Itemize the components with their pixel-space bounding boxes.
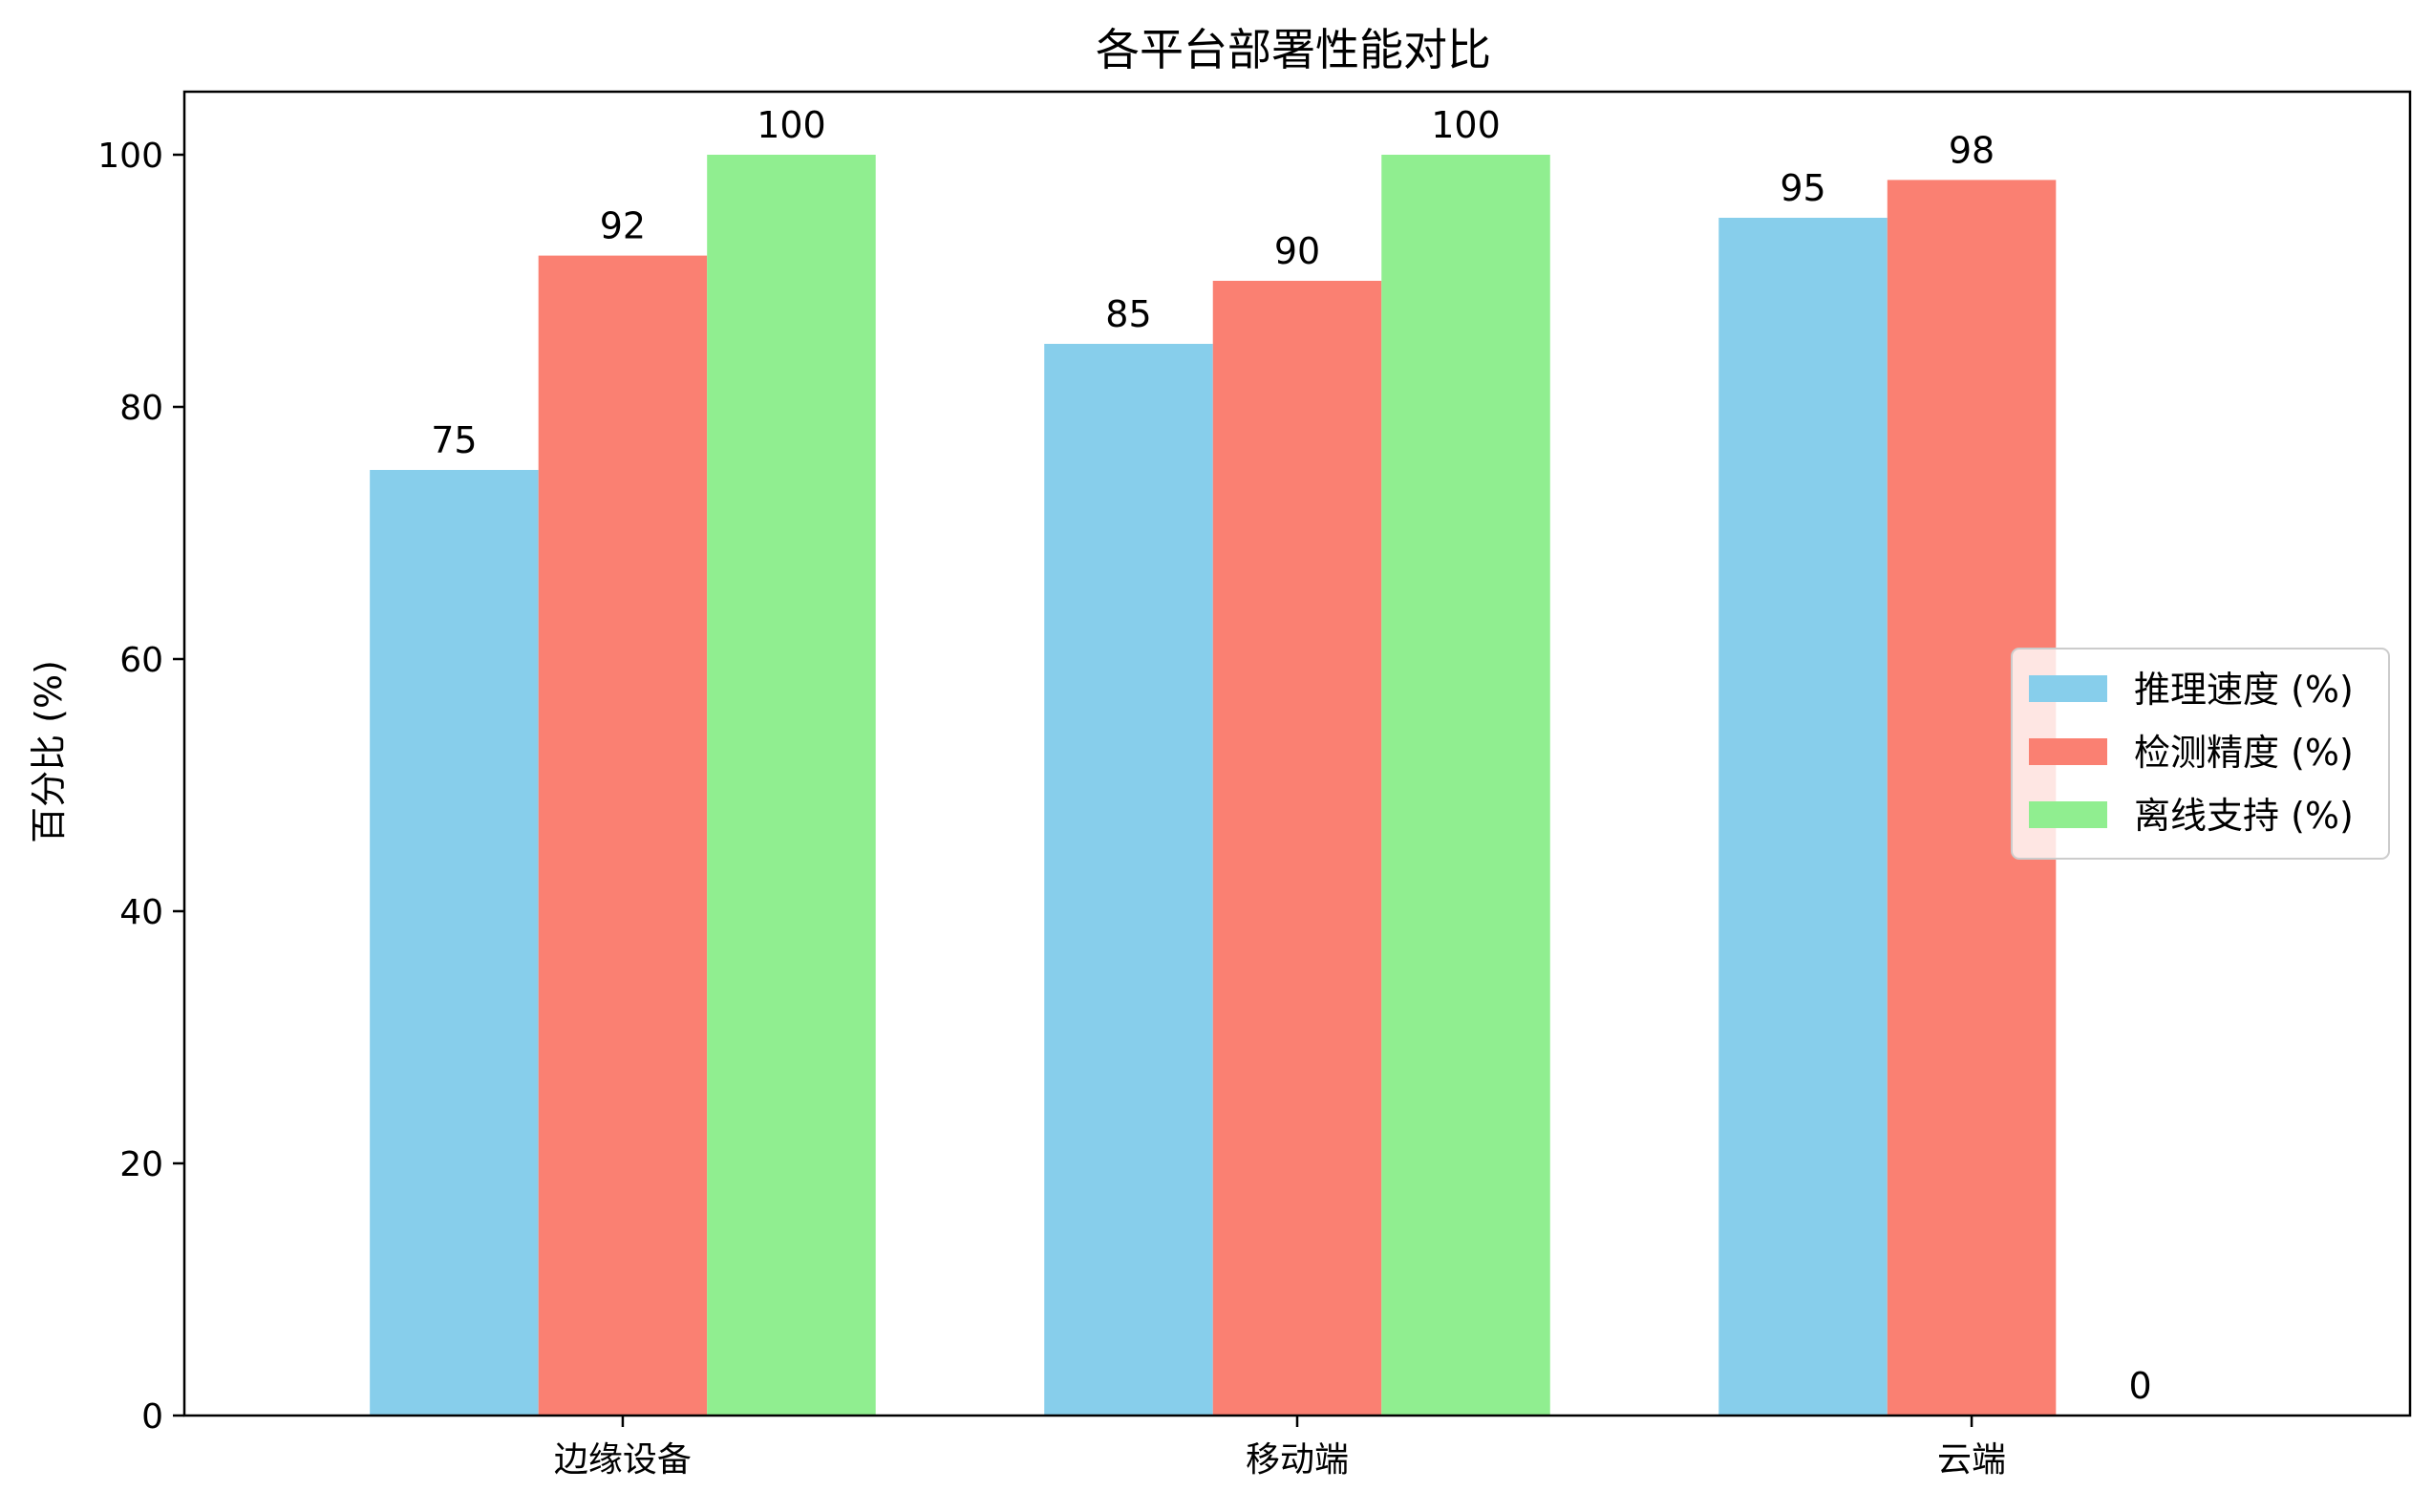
bar-value-label-s0-c1: 85 [1105,293,1151,335]
bar-value-label-s2-c2: 0 [2128,1365,2151,1407]
bar-value-label-s1-c1: 90 [1274,230,1320,272]
bar-s2-c0 [707,155,876,1416]
y-tick-label-2: 40 [119,893,163,932]
legend-swatch-2 [2029,801,2107,828]
legend-label-0: 推理速度 (%) [2134,669,2354,711]
bar-s0-c1 [1044,344,1213,1416]
x-tick-label-1: 移动端 [1246,1440,1349,1480]
x-tick-label-0: 边缘设备 [554,1440,692,1480]
chart-title: 各平台部署性能对比 [1096,24,1491,75]
bar-value-label-s0-c0: 75 [431,419,477,461]
x-tick-label-2: 云端 [1937,1440,2006,1480]
legend-label-1: 检测精度 (%) [2134,732,2354,774]
bar-s0-c2 [1718,218,1888,1416]
bar-s1-c1 [1212,281,1382,1416]
axes-layer: 0 20 40 60 80 100 边缘设备 移动端 云端 [97,90,2412,1480]
y-tick-label-5: 100 [97,137,163,176]
legend-swatch-0 [2029,675,2107,702]
bar-value-label-s2-c1: 100 [1431,104,1501,146]
y-axis-label: 百分比 (%) [28,660,70,843]
bar-value-label-s1-c2: 98 [1949,129,1995,171]
bar-s2-c1 [1381,155,1550,1416]
y-tick-label-1: 20 [119,1145,163,1184]
bar-s0-c0 [370,470,539,1416]
legend-swatch-1 [2029,738,2107,765]
legend: 推理速度 (%) 检测精度 (%) 离线支持 (%) [2011,648,2390,860]
bar-s1-c0 [538,255,708,1416]
bar-value-label-s0-c2: 95 [1780,167,1825,209]
y-tick-label-4: 80 [119,389,163,428]
y-tick-label-3: 60 [119,641,163,680]
value-labels-layer: 75 85 95 92 90 98 100 100 0 [431,104,2151,1407]
y-tick-label-0: 0 [141,1397,163,1437]
bar-value-label-s1-c0: 92 [600,205,646,247]
bar-value-label-s2-c0: 100 [757,104,826,146]
bars-layer [370,155,2057,1416]
legend-label-2: 离线支持 (%) [2134,795,2354,837]
